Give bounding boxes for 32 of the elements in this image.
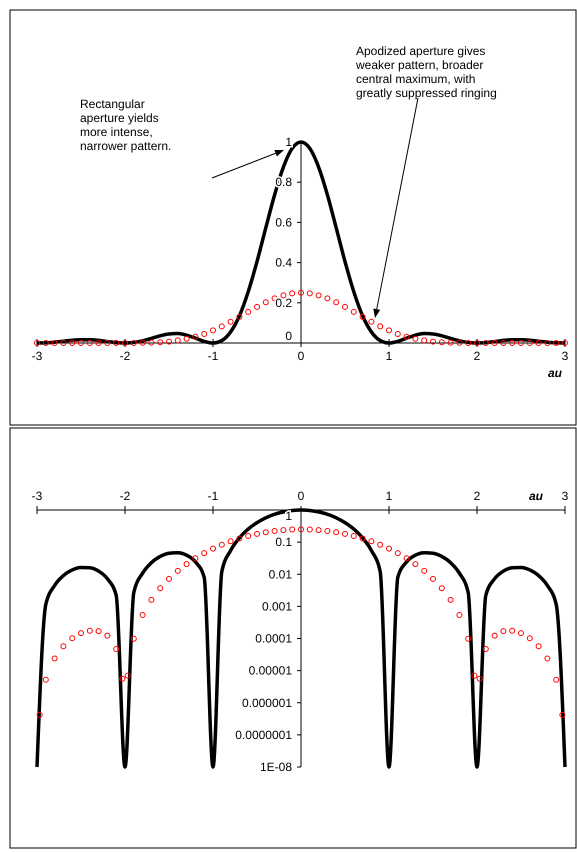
text: Apodized aperture gives weaker pattern, broader central maximum, with greatly suppressed ringing: [355, 44, 497, 100]
x-tick-label: -3: [32, 349, 43, 363]
y-tick-label: 0.2: [275, 296, 292, 310]
y-tick-label: 0.01: [268, 567, 292, 582]
y-tick-label: 0.00001: [248, 664, 292, 678]
y-tick-label: 0.000001: [242, 696, 292, 710]
x-tick-label: 3: [562, 489, 569, 503]
y-tick-label: 0: [285, 329, 292, 343]
y-tick-label: 0.0001: [255, 632, 292, 646]
x-tick-label: 1: [386, 489, 393, 503]
x-tick-label: -3: [32, 489, 43, 503]
y-tick-label: 1E-08: [260, 760, 292, 774]
y-tick-label: 0.0000001: [235, 728, 292, 742]
y-tick-label: 1: [285, 135, 292, 149]
y-tick-label: 0.1: [275, 535, 292, 550]
x-tick-label: 2: [474, 349, 481, 363]
x-tick-label: 1: [386, 349, 393, 363]
x-axis-title: au: [528, 489, 544, 503]
y-tick-label: 1: [285, 509, 292, 523]
x-axis-title: au: [548, 366, 563, 380]
x-tick-label: -1: [208, 349, 219, 363]
y-tick-label: 0.001: [262, 599, 292, 614]
y-tick-label: 0.4: [275, 256, 292, 270]
x-tick-label: -1: [208, 489, 219, 503]
x-tick-label: -2: [120, 349, 131, 363]
x-tick-label: -2: [120, 489, 131, 503]
x-tick-label: 2: [474, 489, 481, 503]
x-tick-label: 0: [298, 489, 305, 503]
y-tick-label: 0.6: [275, 215, 292, 230]
annotation: Rectangular aperture yields more intense, narrower pattern.: [80, 97, 172, 153]
x-tick-label: 0: [298, 349, 305, 363]
x-tick-label: 3: [562, 349, 569, 363]
